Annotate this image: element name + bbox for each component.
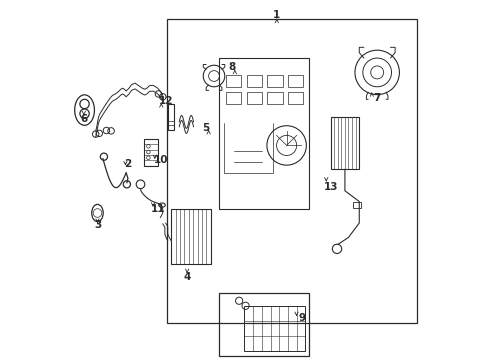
- Bar: [167, 19, 416, 323]
- Text: 9: 9: [298, 313, 305, 323]
- Text: 10: 10: [154, 155, 168, 165]
- Bar: [246, 75, 261, 87]
- Text: 7: 7: [373, 93, 380, 103]
- Bar: [246, 93, 261, 104]
- Bar: [267, 75, 282, 87]
- Text: 6: 6: [80, 114, 87, 124]
- Bar: [219, 293, 308, 356]
- Text: 3: 3: [94, 220, 101, 230]
- Bar: [267, 93, 282, 104]
- Bar: [219, 58, 308, 209]
- Bar: [287, 75, 303, 87]
- Text: 11: 11: [151, 204, 165, 214]
- Text: 13: 13: [323, 182, 337, 192]
- Bar: [244, 306, 305, 351]
- Bar: [330, 117, 359, 169]
- Bar: [167, 104, 174, 130]
- Text: 12: 12: [158, 96, 172, 106]
- Text: 2: 2: [124, 159, 131, 169]
- Bar: [171, 209, 210, 264]
- Bar: [287, 93, 303, 104]
- Bar: [225, 75, 241, 87]
- Bar: [144, 139, 158, 166]
- Text: 5: 5: [202, 123, 209, 133]
- Bar: [225, 93, 241, 104]
- Bar: [352, 202, 360, 208]
- Text: 8: 8: [228, 62, 235, 72]
- Text: 1: 1: [273, 10, 280, 20]
- Text: 4: 4: [183, 272, 190, 282]
